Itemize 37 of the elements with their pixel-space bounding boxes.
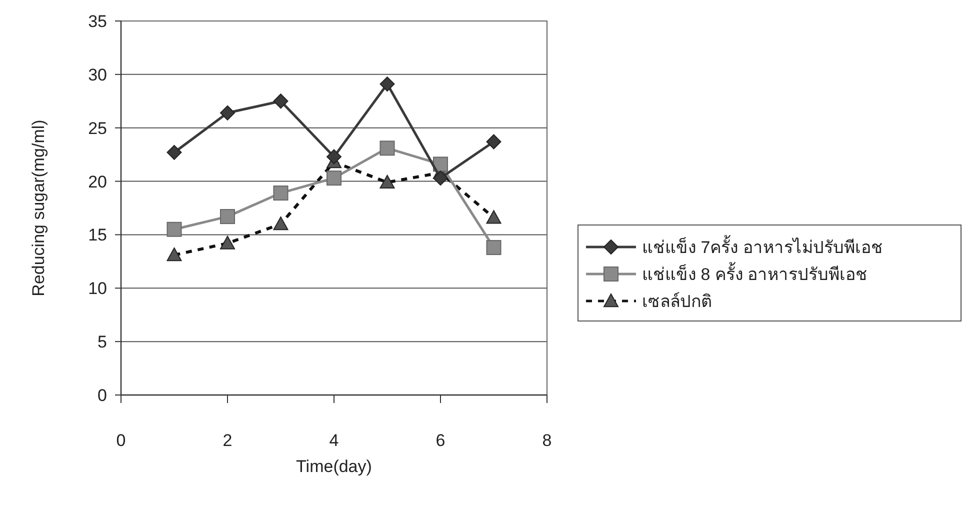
y-tick-label: 0 bbox=[98, 386, 107, 405]
x-axis-title: Time(day) bbox=[296, 457, 372, 476]
y-axis-title: Reducing sugar(mg/ml) bbox=[29, 120, 48, 296]
point bbox=[433, 156, 448, 172]
point bbox=[166, 144, 182, 160]
legend-label: แช่แข็ง 8 ครั้ง อาหารปรับพีเอช bbox=[642, 262, 868, 284]
x-tick-label: 4 bbox=[329, 431, 339, 450]
y-tick-label: 5 bbox=[98, 332, 107, 352]
point bbox=[380, 174, 395, 188]
point bbox=[433, 170, 448, 186]
y-tick-label: 15 bbox=[88, 226, 107, 245]
y-tick-label: 10 bbox=[88, 279, 107, 298]
point bbox=[166, 222, 182, 237]
x-tick-label: 0 bbox=[116, 431, 126, 450]
point bbox=[486, 210, 502, 224]
point bbox=[486, 240, 502, 256]
point bbox=[220, 105, 235, 120]
x-tick-label: 2 bbox=[222, 431, 232, 450]
point bbox=[273, 94, 288, 109]
y-tick-label: 25 bbox=[88, 118, 107, 138]
point bbox=[166, 248, 182, 262]
point bbox=[273, 186, 288, 201]
y-tick-label: 20 bbox=[88, 172, 107, 192]
point bbox=[326, 149, 342, 164]
y-tick-label: 30 bbox=[88, 65, 107, 84]
point bbox=[326, 170, 342, 186]
y-tick-label: 35 bbox=[88, 12, 107, 31]
point bbox=[220, 236, 235, 250]
point bbox=[380, 140, 395, 156]
legend-label: แช่แข็ง 7ครั้ง อาหารไม่ปรับพีเอช bbox=[642, 235, 883, 257]
point bbox=[486, 134, 502, 150]
x-tick-label: 6 bbox=[436, 431, 446, 450]
x-tick-label: 8 bbox=[542, 431, 552, 450]
legend-label: เซลล์ปกติ bbox=[642, 292, 712, 311]
point bbox=[220, 209, 235, 224]
point bbox=[380, 76, 395, 92]
point bbox=[273, 216, 288, 230]
